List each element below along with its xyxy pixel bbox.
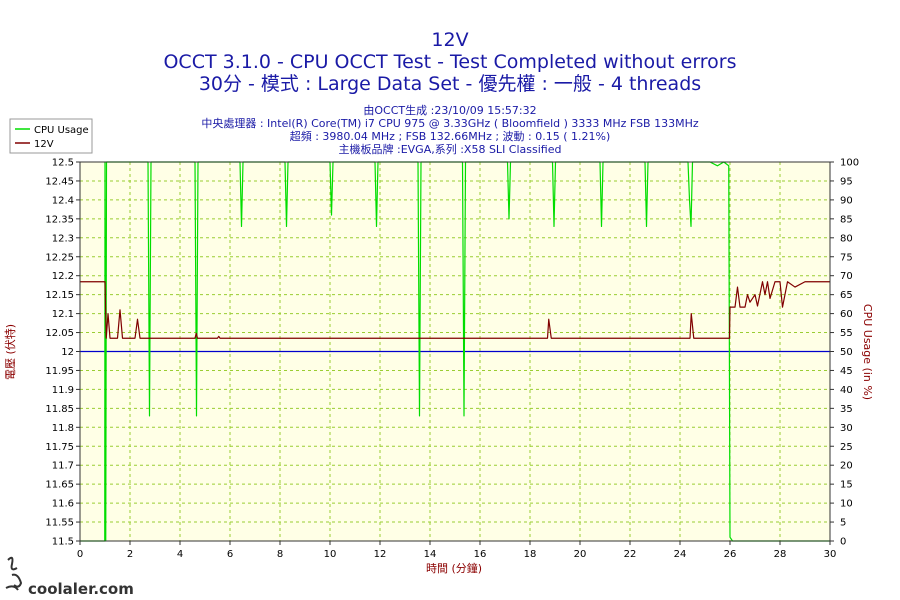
y-tick-label: 12 [61, 347, 74, 358]
y2-tick-label: 75 [840, 252, 853, 263]
y-tick-label: 12.35 [45, 214, 74, 225]
y-axis-ticks: 12.5 12.45 12.4 12.35 12.3 12.25 12.2 12.15 12.1… [45, 158, 80, 548]
x-tick-label: 6 [227, 549, 233, 560]
y-tick-label: 12.4 [52, 195, 74, 206]
x-tick-label: 20 [574, 549, 587, 560]
y-tick-label: 11.65 [45, 480, 74, 491]
x-tick-label: 0 [77, 549, 83, 560]
x-tick-label: 16 [474, 549, 487, 560]
y-tick-label: 12.15 [45, 290, 74, 301]
info-line-overclock: 超頻 : 3980.04 MHz ; FSB 132.66MHz ; 波動 : … [290, 129, 611, 143]
y2-tick-label: 35 [840, 404, 853, 415]
y2-axis-label: CPU Usage (in %) [861, 304, 874, 400]
x-tick-label: 24 [674, 549, 687, 560]
y-tick-label: 11.5 [52, 537, 74, 548]
y-tick-label: 12.2 [52, 271, 74, 282]
y2-tick-label: 95 [840, 176, 853, 187]
y2-tick-label: 85 [840, 214, 853, 225]
x-tick-label: 2 [127, 549, 133, 560]
y2-tick-label: 30 [840, 423, 853, 434]
y-tick-label: 12.5 [52, 158, 74, 169]
x-tick-label: 4 [177, 549, 183, 560]
x-tick-label: 26 [724, 549, 737, 560]
x-tick-label: 28 [774, 549, 787, 560]
y-tick-label: 12.05 [45, 328, 74, 339]
y2-tick-label: 65 [840, 290, 853, 301]
chart-title: 12V [431, 29, 468, 51]
y2-tick-label: 50 [840, 347, 853, 358]
info-line-motherboard: 主機板品牌 :EVGA,系列 :X58 SLI Classified [339, 142, 562, 156]
y-tick-label: 12.45 [45, 176, 74, 187]
y2-tick-label: 5 [840, 518, 846, 529]
y2-tick-label: 45 [840, 366, 853, 377]
y2-tick-label: 20 [840, 461, 853, 472]
y2-tick-label: 100 [840, 158, 859, 169]
y2-tick-label: 80 [840, 233, 853, 244]
x-tick-label: 22 [624, 549, 637, 560]
y-tick-label: 11.9 [52, 385, 74, 396]
chart-subtitle-2: 30分 - 模式 : Large Data Set - 優先權 : 一般 - 4… [199, 73, 701, 95]
y-tick-label: 11.75 [45, 442, 74, 453]
y2-axis-ticks: 1009590858075706560555045403530252015105… [830, 158, 859, 548]
watermark: coolaler.com [5, 556, 134, 598]
legend: CPU Usage 12V [9, 118, 93, 154]
legend-12v-label: 12V [34, 139, 54, 150]
y-tick-label: 11.6 [52, 499, 74, 510]
watermark-text: coolaler.com [28, 580, 134, 598]
y2-tick-label: 40 [840, 385, 853, 396]
y-tick-label: 11.85 [45, 404, 74, 415]
watermark-calligraphy-icon [5, 556, 23, 591]
legend-cpu-label: CPU Usage [34, 125, 89, 136]
y2-tick-label: 90 [840, 195, 853, 206]
y-tick-label: 12.3 [52, 233, 74, 244]
x-tick-label: 8 [277, 549, 283, 560]
chart-subtitle-1: OCCT 3.1.0 - CPU OCCT Test - Test Comple… [163, 51, 736, 73]
x-tick-label: 12 [374, 549, 387, 560]
y-tick-label: 11.8 [52, 423, 74, 434]
y2-tick-label: 25 [840, 442, 853, 453]
legend-box [9, 118, 93, 154]
series-line-12v [80, 281, 830, 339]
y2-tick-label: 55 [840, 328, 853, 339]
x-axis-label: 時間 (分鐘) [426, 561, 482, 575]
x-tick-label: 18 [524, 549, 537, 560]
y-axis-label: 電壓 (伏特) [3, 324, 17, 380]
y-tick-label: 12.1 [52, 309, 74, 320]
y2-tick-label: 70 [840, 271, 853, 282]
y-tick-label: 11.95 [45, 366, 74, 377]
y2-tick-label: 0 [840, 537, 846, 548]
info-line-generated: 由OCCT生成 :23/10/09 15:57:32 [363, 103, 536, 117]
x-axis-ticks: 0 2 4 6 8 10 12 14 16 18 20 22 24 26 28 30 [77, 541, 837, 560]
info-line-cpu: 中央處理器 : Intel(R) Core(TM) i7 CPU 975 @ 3… [201, 116, 699, 130]
x-tick-label: 10 [324, 549, 337, 560]
x-tick-label: 30 [824, 549, 837, 560]
y2-tick-label: 60 [840, 309, 853, 320]
y-tick-label: 12.25 [45, 252, 74, 263]
y2-tick-label: 15 [840, 480, 853, 491]
y-tick-label: 11.7 [52, 461, 74, 472]
y-tick-label: 11.55 [45, 518, 74, 529]
y2-tick-label: 10 [840, 499, 853, 510]
x-tick-label: 14 [424, 549, 437, 560]
